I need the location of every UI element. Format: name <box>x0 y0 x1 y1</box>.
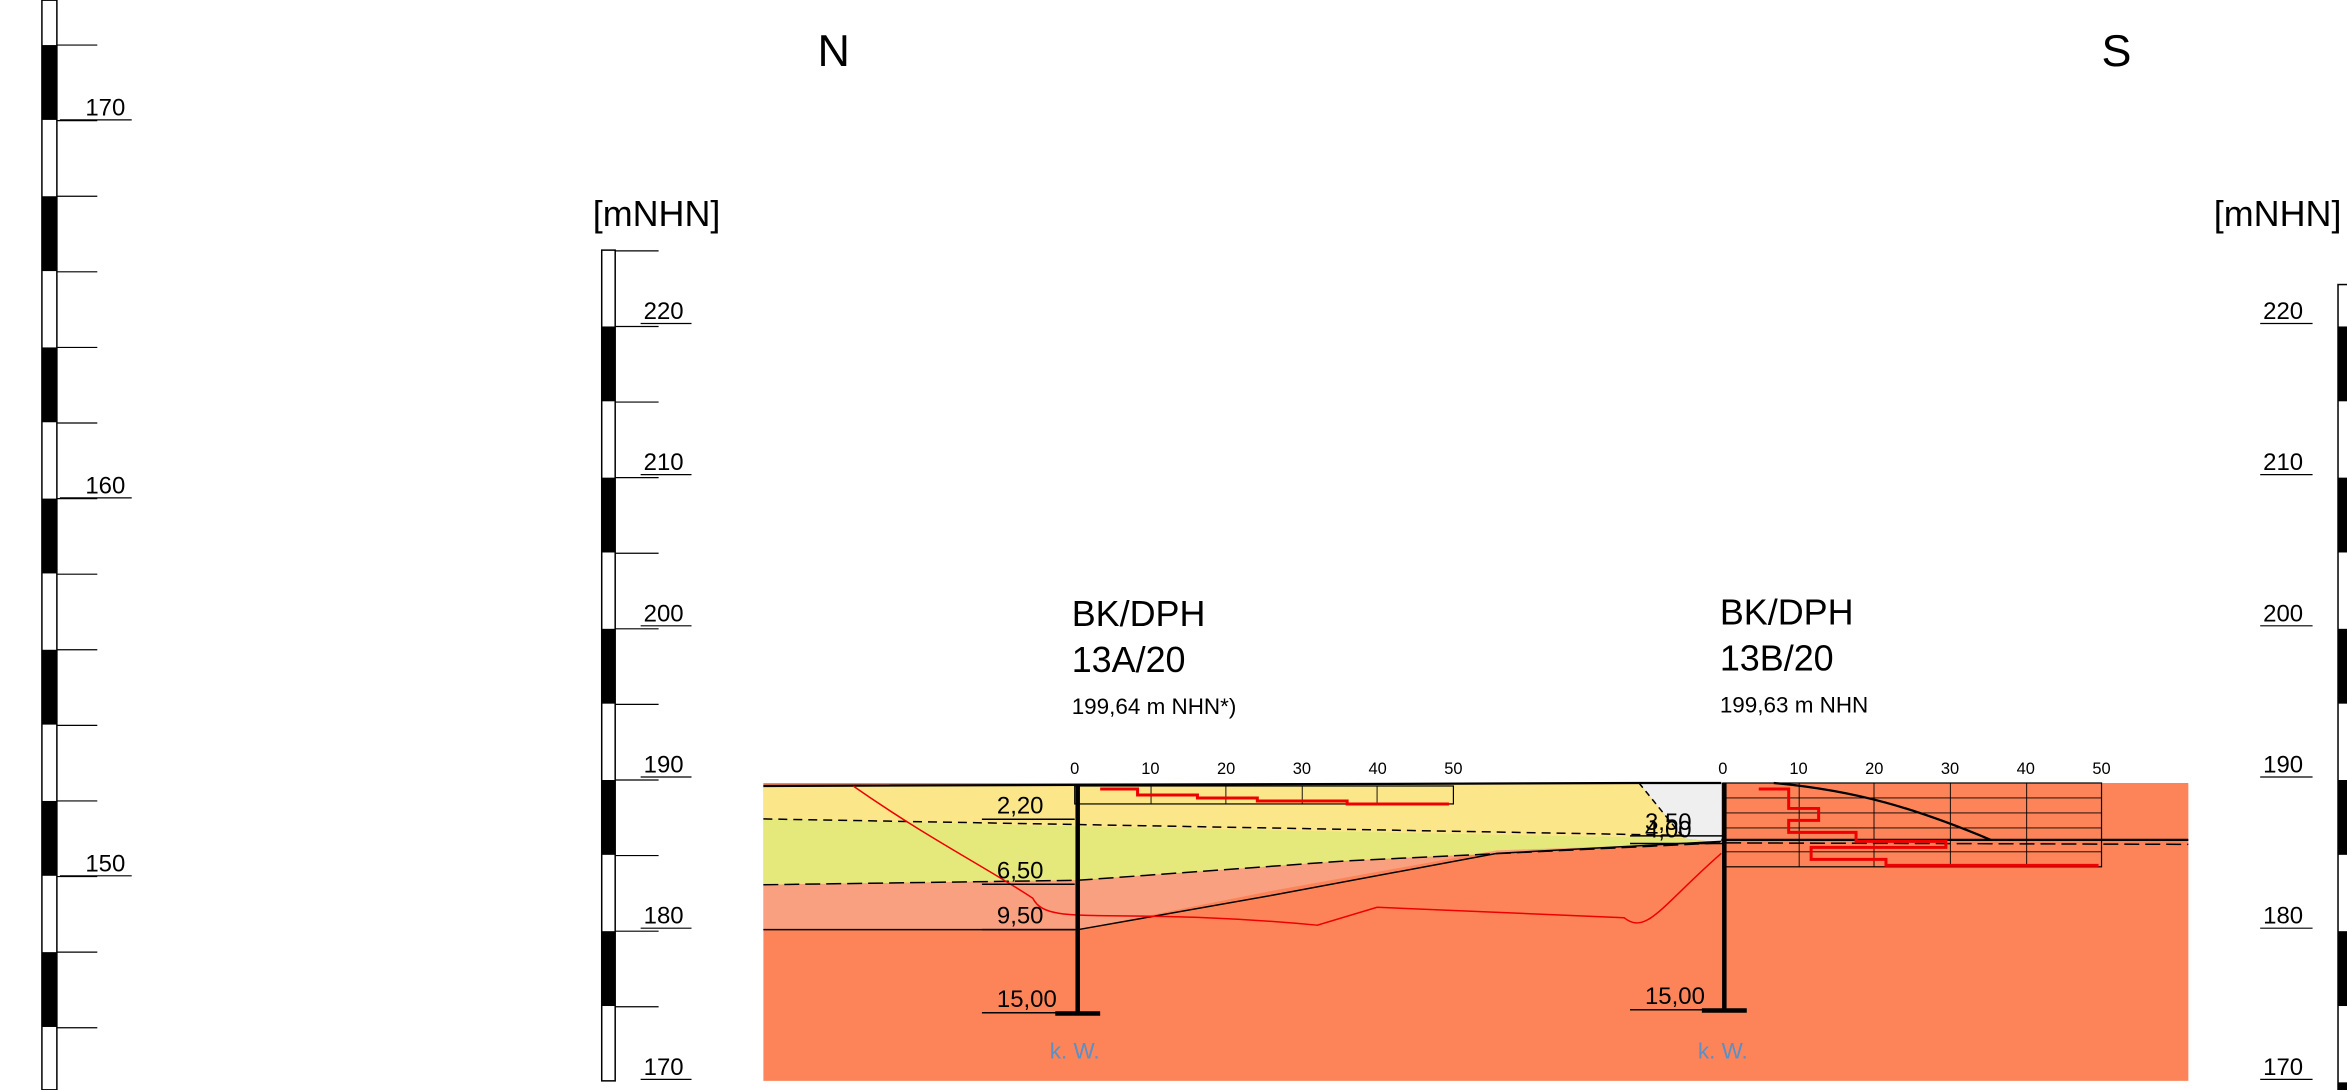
dph-tick-label: 10 <box>1141 760 1159 778</box>
scale-block <box>41 196 57 272</box>
scale-label: 200 <box>2263 600 2303 627</box>
scale-block <box>2338 628 2347 704</box>
scale-label: 210 <box>2263 449 2303 476</box>
dph-tick-label: 0 <box>1070 760 1079 778</box>
scale-label: 170 <box>644 1054 684 1081</box>
borehole-kind: BK/DPH <box>1072 593 1206 634</box>
geology <box>763 781 2189 1081</box>
dph-curve <box>1100 787 1449 806</box>
scale-label: 180 <box>644 903 684 930</box>
sounding-line <box>852 785 1722 926</box>
layer-lower <box>763 842 1722 930</box>
groundwater-note: k. W. <box>1050 1038 1100 1063</box>
scale-unit: [mNHN] <box>2214 193 2342 234</box>
dph-tick-label: 30 <box>1293 760 1311 778</box>
borehole-kind: BK/DPH <box>1720 591 1854 632</box>
dph-tick-label: 30 <box>1941 760 1959 778</box>
boundary <box>1638 782 1685 839</box>
dph-tick-label: 50 <box>1444 760 1462 778</box>
borehole-elevation: 199,64 m NHN*) <box>1072 694 1237 719</box>
scale-block <box>601 628 616 704</box>
scale-unit: [mNHN] <box>593 193 721 234</box>
boundary <box>763 840 1722 931</box>
dph-grid <box>1074 785 1455 805</box>
scale-block <box>41 498 57 574</box>
scale-block <box>41 800 57 876</box>
scale-label: 170 <box>85 94 125 121</box>
boundary <box>763 818 1684 837</box>
dph-tick-label: 50 <box>2092 760 2110 778</box>
scale-label: 190 <box>2263 752 2303 779</box>
dph-tick-label: 0 <box>1718 760 1727 778</box>
scale-block <box>2338 326 2347 402</box>
depth-label: 4,00 <box>1645 816 1692 843</box>
depth-label: 9,50 <box>997 903 1044 930</box>
dph-tick-label: 40 <box>1369 760 1387 778</box>
scale-label: 220 <box>644 298 684 325</box>
scale-block <box>41 45 57 120</box>
scale-label: 160 <box>85 472 125 499</box>
dph-curve <box>1758 787 2099 867</box>
scale-block <box>41 952 57 1027</box>
scale-block <box>41 347 57 423</box>
scale-label: 170 <box>2263 1054 2303 1081</box>
dph-tick-label: 20 <box>1217 760 1235 778</box>
scale-label: 200 <box>644 600 684 627</box>
scale-block <box>601 326 616 402</box>
borehole-id: 13A/20 <box>1072 639 1186 680</box>
direction-label: N <box>818 25 850 76</box>
dph-tick-label: 20 <box>1865 760 1883 778</box>
scale-label: 180 <box>2263 903 2303 930</box>
dph-tick-label: 10 <box>1789 760 1807 778</box>
depth-label: 15,00 <box>1645 983 1705 1010</box>
scale-block <box>601 779 616 855</box>
dph-tick-label: 40 <box>2017 760 2035 778</box>
scale-block <box>601 931 616 1007</box>
scale-block <box>41 649 57 725</box>
depth-label: 2,20 <box>997 792 1044 819</box>
direction-label: S <box>2102 25 2132 76</box>
scale-block <box>601 477 616 553</box>
scale-block <box>2338 931 2347 1007</box>
scale-label: 190 <box>644 752 684 779</box>
depth-label: 3,50 <box>1645 809 1692 836</box>
depth-label: 15,00 <box>997 986 1057 1013</box>
boundary <box>763 842 2189 886</box>
borehole-id: 13B/20 <box>1720 638 1834 679</box>
borehole-elevation: 199,63 m NHN <box>1720 693 1868 718</box>
depth-label: 6,50 <box>997 857 1044 884</box>
scale-label: 210 <box>644 449 684 476</box>
scale-block <box>2338 1082 2347 1090</box>
scale-block <box>2338 477 2347 553</box>
sounding-line <box>1773 781 1992 841</box>
layer-middle <box>763 818 1722 885</box>
scale-block <box>2338 779 2347 855</box>
scale-label: 220 <box>2263 298 2303 325</box>
scale-label: 150 <box>85 850 125 877</box>
groundwater-note: k. W. <box>1698 1038 1748 1063</box>
layer-fill <box>1639 782 1722 843</box>
